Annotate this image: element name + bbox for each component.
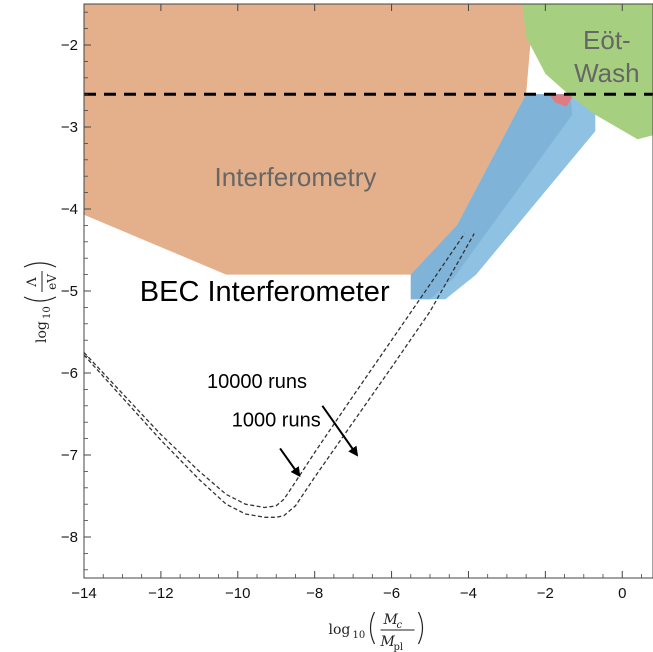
x-tick-label: 0: [618, 585, 626, 602]
y-axis-label-log: log: [34, 321, 50, 343]
exclusion-regions: [84, 4, 653, 300]
y-axis-label-log-sub: 10: [42, 306, 53, 319]
y-tick-label: −4: [61, 201, 78, 218]
annotation-arrow-1: [321, 405, 359, 457]
x-axis-label-paren-left: [369, 611, 376, 645]
y-tick-label: −2: [61, 37, 78, 54]
annotation-interferometry: Interferometry: [215, 162, 377, 192]
y-tick-label: −3: [61, 119, 78, 136]
axes: −14 −12 −10 −8 −6 −4 −2 0 −8 −7 −6 −5 −4 −3 −2: [61, 3, 653, 602]
y-axis-label-denominator: eV: [45, 274, 59, 290]
x-tick-label: −12: [148, 585, 173, 602]
y-axis-label-numerator: Λ: [25, 277, 40, 288]
annotation-e-t: Eöt-: [583, 25, 631, 55]
x-axis-label-denominator: M: [380, 634, 396, 650]
region-2: [410, 94, 573, 300]
annotation-bec-interferometer: BEC Interferometer: [140, 276, 390, 308]
x-tick-label: −6: [383, 585, 400, 602]
y-tick-label: −6: [61, 365, 78, 382]
x-axis-label-log-sub: 10: [353, 630, 366, 641]
sensitivity-curves: [84, 92, 653, 518]
x-tick-label: −4: [460, 585, 477, 602]
x-tick-label: −14: [71, 585, 96, 602]
x-axis-label-paren-right: [417, 611, 424, 645]
annotations: Interferometry Eöt-Wash BEC Interferometer…: [140, 25, 640, 478]
x-axis-label-numerator: M: [383, 612, 399, 628]
annotation-1000-runs: 1000 runs: [232, 409, 321, 431]
y-axis-label: log 10 Λ eV: [23, 262, 59, 343]
x-axis-label-denominator-sub: pl: [394, 642, 404, 652]
region-interferometry: [84, 4, 534, 275]
x-tick-label: −10: [225, 585, 250, 602]
annotation-10000-runs: 10000 runs: [207, 371, 307, 393]
x-tick-label: −2: [537, 585, 554, 602]
x-tick-label: −8: [306, 585, 323, 602]
y-axis-label-paren-left: [23, 296, 57, 302]
x-axis-label-log: log: [329, 622, 351, 638]
y-tick-label: −8: [61, 529, 78, 546]
y-tick-label: −7: [61, 447, 78, 464]
annotation-arrow-2: [279, 447, 301, 478]
y-axis-label-paren-right: [23, 262, 57, 268]
region-3: [549, 94, 575, 107]
annotation-wash: Wash: [574, 58, 640, 88]
x-axis-label-numerator-sub: c: [397, 620, 403, 631]
region-e-t-wash: [522, 4, 653, 140]
curve-1000-runs: [84, 233, 475, 518]
curve-10000-runs: [84, 233, 466, 509]
y-tick-label: −5: [61, 283, 78, 300]
